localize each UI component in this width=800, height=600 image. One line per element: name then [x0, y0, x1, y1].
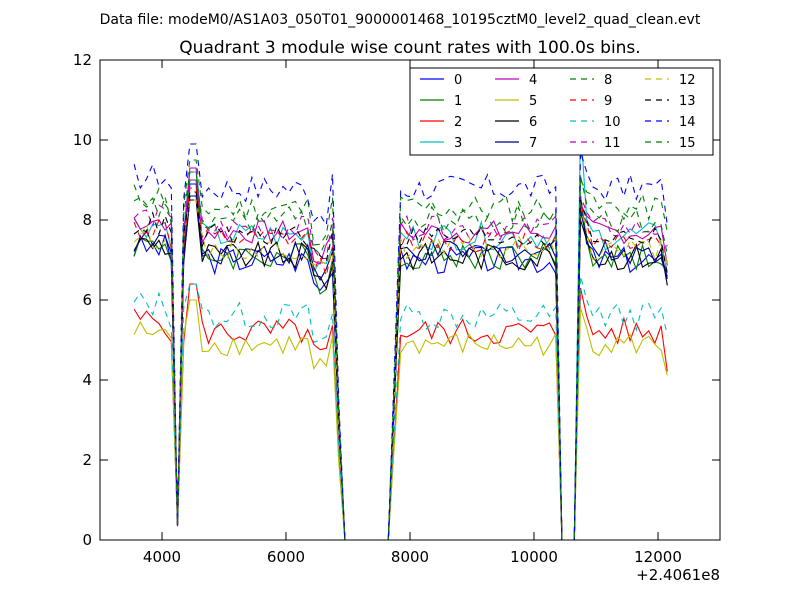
series-line-13	[133, 191, 668, 541]
y-tick-label: 12	[73, 51, 92, 69]
legend-label-7: 7	[529, 136, 537, 151]
legend-label-12: 12	[679, 73, 696, 88]
legend-label-13: 13	[679, 94, 696, 109]
suptitle: Data file: modeM0/AS1A03_050T01_90000014…	[100, 12, 701, 28]
chart-title: Quadrant 3 module wise count rates with …	[179, 38, 640, 58]
y-tick-label: 10	[73, 131, 92, 149]
x-tick-label: 8000	[391, 548, 429, 566]
series-line-14	[133, 143, 668, 541]
legend-label-6: 6	[529, 115, 537, 130]
y-tick-label: 6	[82, 291, 92, 309]
legend-label-14: 14	[679, 115, 696, 130]
y-tick-label: 0	[82, 531, 92, 549]
legend-label-10: 10	[604, 115, 621, 130]
series-line-10	[133, 275, 668, 541]
series-line-15	[133, 171, 668, 541]
y-tick-label: 8	[82, 211, 92, 229]
legend-label-8: 8	[604, 73, 612, 88]
y-tick-label: 4	[82, 371, 92, 389]
series-line-5	[133, 299, 668, 541]
legend-label-4: 4	[529, 73, 537, 88]
x-tick-label: 6000	[267, 548, 305, 566]
legend-label-2: 2	[454, 115, 462, 130]
series-layer	[133, 123, 668, 541]
legend-box	[409, 67, 714, 156]
legend-label-9: 9	[604, 94, 612, 109]
series-line-11	[133, 179, 668, 541]
legend-label-3: 3	[454, 136, 462, 151]
legend-label-11: 11	[604, 136, 621, 151]
legend-label-5: 5	[529, 94, 537, 109]
x-tick-label: 4000	[143, 548, 181, 566]
x-offset-label: +2.4061e8	[636, 566, 720, 584]
y-tick-label: 2	[82, 451, 92, 469]
legend-label-0: 0	[454, 73, 462, 88]
legend-label-1: 1	[454, 94, 462, 109]
x-tick-label: 12000	[634, 548, 682, 566]
legend-label-15: 15	[679, 136, 696, 151]
x-tick-label: 10000	[510, 548, 558, 566]
